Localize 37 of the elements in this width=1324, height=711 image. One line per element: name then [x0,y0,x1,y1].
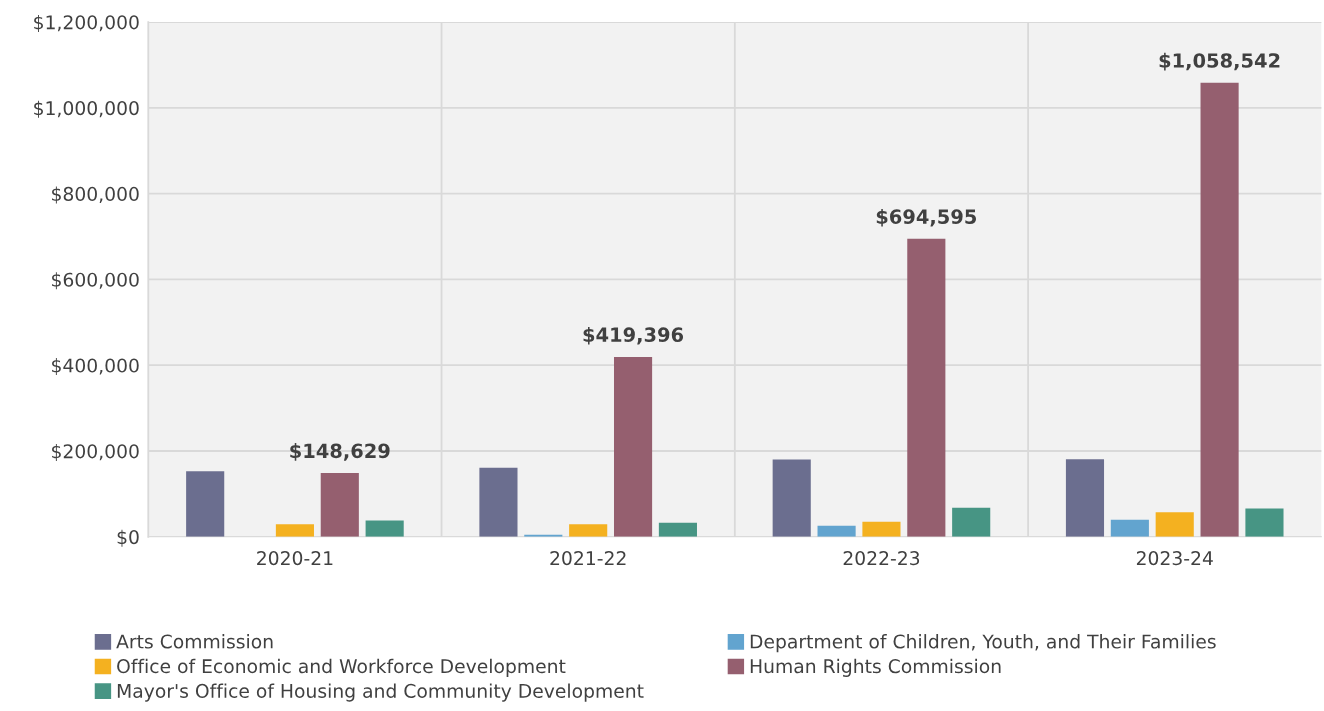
y-tick-label: $600,000 [52,272,139,290]
data-label: $148,629 [290,443,390,461]
bar [613,356,653,537]
y-tick-label: $200,000 [52,443,139,461]
data-label: $694,595 [876,208,977,227]
legend-label: Human Rights Commission [750,658,1001,677]
x-tick-label: 2022-23 [843,551,920,566]
bar [275,524,314,537]
bar [479,467,518,537]
bar [1245,508,1284,537]
legend-label: Mayor's Office of Housing and Community Development [117,683,644,702]
y-tick-label: $1,000,000 [34,100,139,118]
bar [1155,512,1194,537]
x-tick-label: 2021-22 [550,551,626,566]
y-tick-label: $1,200,000 [34,14,139,32]
bar [658,522,697,537]
y-tick-label: $800,000 [52,186,139,204]
bar [862,521,901,537]
legend-label: Office of Economic and Workforce Development [117,658,566,677]
bar [772,459,811,537]
data-label: $419,396 [583,326,684,345]
x-tick-label: 2023-24 [1136,551,1213,566]
legend-label: Arts Commission [116,634,273,649]
bar [320,473,359,537]
bar [907,238,946,537]
bar [186,471,225,537]
bar [1110,519,1149,537]
legend-label: Department of Children, Youth, and Their Families [750,634,1216,653]
bar [365,520,404,537]
bar [569,524,608,537]
y-tick-label: $0 [117,529,139,547]
bar [1200,82,1239,537]
y-tick-label: $400,000 [52,358,139,376]
bar [1065,459,1105,537]
x-tick-label: 2020-21 [257,551,333,566]
bar [952,507,991,537]
data-label: $1,058,542 [1159,52,1280,71]
